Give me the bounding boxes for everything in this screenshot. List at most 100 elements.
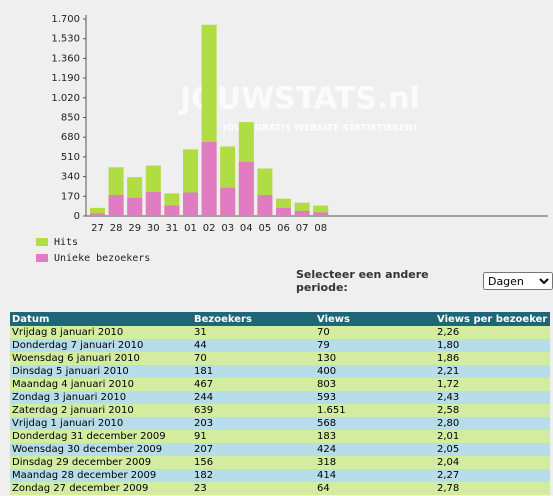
bar: [220, 187, 236, 216]
y-tick-label: 1.530: [51, 34, 80, 45]
table-cell: 2,01: [435, 430, 550, 443]
table-row: Vrijdag 8 januari 2010 31 70 2,26: [10, 326, 550, 339]
y-tick-label: 340: [61, 172, 80, 183]
table-cell: Vrijdag 8 januari 2010: [10, 326, 192, 339]
table-cell: Zondag 27 december 2009: [10, 482, 192, 495]
table-cell: 44: [192, 339, 315, 352]
bar: [276, 207, 291, 216]
table-cell: 64: [315, 482, 435, 495]
bar: [201, 141, 217, 216]
watermark-sub: JOUW GRATIS WEBSITE STATISTIEKEN!: [222, 124, 417, 134]
table-cell: 2,21: [435, 365, 550, 378]
column-header: Views per bezoeker: [435, 312, 550, 326]
table-cell: 568: [315, 417, 435, 430]
table-cell: 1,72: [435, 378, 550, 391]
legend-swatch: [36, 238, 48, 246]
table-cell: 2,58: [435, 404, 550, 417]
table-cell: 70: [192, 352, 315, 365]
x-tick-label: 04: [240, 223, 253, 234]
table-cell: Zondag 3 januari 2010: [10, 391, 192, 404]
bar: [294, 210, 310, 216]
stats-table: Datum Bezoekers Views Views per bezoeker Vri…: [10, 312, 550, 495]
table-cell: Zaterdag 2 januari 2010: [10, 404, 192, 417]
table-cell: Woensdag 30 december 2009: [10, 443, 192, 456]
table-cell: 207: [192, 443, 315, 456]
table-cell: Vrijdag 1 januari 2010: [10, 417, 192, 430]
table-row: Zondag 27 december 2009 23 64 2,78: [10, 482, 550, 495]
x-tick-label: 01: [184, 223, 197, 234]
table-cell: 181: [192, 365, 315, 378]
table-row: Donderdag 7 januari 2010 44 79 1,80: [10, 339, 550, 352]
bar: [127, 197, 143, 216]
bar: [238, 161, 254, 216]
table-cell: 244: [192, 391, 315, 404]
column-header: Views: [315, 312, 435, 326]
table-cell: 318: [315, 456, 435, 469]
table-cell: 2,26: [435, 326, 550, 339]
x-tick-label: 30: [147, 223, 160, 234]
period-select[interactable]: Dagen: [482, 272, 553, 290]
table-cell: Dinsdag 29 december 2009: [10, 456, 192, 469]
table-cell: 2,80: [435, 417, 550, 430]
table-cell: 639: [192, 404, 315, 417]
column-header: Datum: [10, 312, 192, 326]
table-cell: 1.651: [315, 404, 435, 417]
table-cell: Dinsdag 5 januari 2010: [10, 365, 192, 378]
table-cell: 31: [192, 326, 315, 339]
table-row: Zaterdag 2 januari 2010 639 1.651 2,58: [10, 404, 550, 417]
bar: [183, 192, 198, 216]
bar: [90, 213, 105, 216]
y-tick-label: 0: [74, 211, 80, 222]
table-cell: 2,05: [435, 443, 550, 456]
table-cell: Maandag 4 januari 2010: [10, 378, 192, 391]
y-tick-label: 1.700: [51, 14, 80, 25]
table-cell: 400: [315, 365, 435, 378]
period-selector: Selecteer een andere periode: Dagen: [296, 268, 553, 294]
table-cell: 79: [315, 339, 435, 352]
x-tick-label: 03: [221, 223, 234, 234]
x-tick-label: 31: [166, 223, 179, 234]
table-header: Datum Bezoekers Views Views per bezoeker: [10, 312, 550, 326]
table-cell: 2,04: [435, 456, 550, 469]
table-cell: 2,78: [435, 482, 550, 495]
table-cell: 2,27: [435, 469, 550, 482]
table-cell: 1,86: [435, 352, 550, 365]
bar: [145, 192, 161, 216]
bar: [257, 195, 273, 216]
x-tick-label: 29: [128, 223, 141, 234]
table-cell: 203: [192, 417, 315, 430]
x-tick-label: 27: [91, 223, 104, 234]
table-cell: 414: [315, 469, 435, 482]
table-row: Vrijdag 1 januari 2010 203 568 2,80: [10, 417, 550, 430]
legend-label: Hits: [54, 237, 78, 248]
y-tick-label: 1.360: [51, 53, 80, 64]
table-row: Maandag 4 januari 2010 467 803 1,72: [10, 378, 550, 391]
y-tick-label: 850: [61, 113, 80, 124]
table-row: Woensdag 30 december 2009 207 424 2,05: [10, 443, 550, 456]
y-tick-label: 680: [61, 132, 80, 143]
period-label: Selecteer een andere periode:: [296, 268, 429, 294]
table-cell: 183: [315, 430, 435, 443]
table-row: Donderdag 31 december 2009 91 183 2,01: [10, 430, 550, 443]
x-tick-label: 06: [277, 223, 290, 234]
y-tick-label: 510: [61, 152, 80, 163]
table-cell: 467: [192, 378, 315, 391]
table-cell: 130: [315, 352, 435, 365]
legend-swatch: [36, 254, 48, 262]
x-tick-label: 05: [259, 223, 272, 234]
bar: [313, 205, 329, 216]
legend-label: Unieke bezoekers: [54, 253, 150, 264]
table-cell: Donderdag 31 december 2009: [10, 430, 192, 443]
bar: [164, 205, 180, 216]
table-row: Woensdag 6 januari 2010 70 130 1,86: [10, 352, 550, 365]
table-row: Dinsdag 29 december 2009 156 318 2,04: [10, 456, 550, 469]
watermark: JOUWSTATS.nl: [178, 82, 420, 117]
table-cell: Woensdag 6 januari 2010: [10, 352, 192, 365]
bar: [90, 207, 105, 216]
table-row: Dinsdag 5 januari 2010 181 400 2,21: [10, 365, 550, 378]
table-cell: 593: [315, 391, 435, 404]
column-header: Bezoekers: [192, 312, 315, 326]
table-cell: Donderdag 7 januari 2010: [10, 339, 192, 352]
x-tick-label: 08: [314, 223, 327, 234]
